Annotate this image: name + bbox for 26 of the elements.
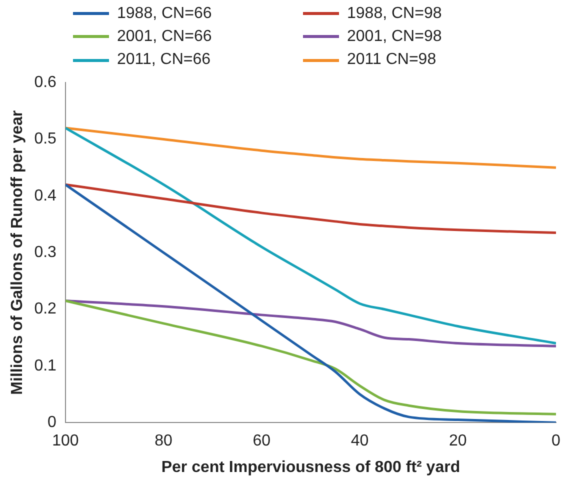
legend-label: 2011, CN=66 xyxy=(117,51,211,70)
line-series xyxy=(65,126,556,169)
x-tick-label: 80 xyxy=(154,432,173,450)
y-tick-label: 0.4 xyxy=(34,187,57,204)
line-series xyxy=(65,300,556,348)
x-tick-label: 20 xyxy=(448,432,467,450)
legend-label: 1988, CN=98 xyxy=(347,4,442,23)
line-series xyxy=(65,183,556,234)
line-series xyxy=(65,126,556,345)
x-tick-label: 40 xyxy=(350,432,369,450)
legend-label: 1988, CN=66 xyxy=(117,4,212,23)
y-tick-label: 0.6 xyxy=(34,74,57,92)
y-tick-label: 0 xyxy=(48,414,57,432)
x-axis-title: Per cent Imperviousness of 800 ft² yard xyxy=(161,458,460,476)
line-series xyxy=(65,300,556,416)
y-axis-title: Millions of Gallons of Runoff per year xyxy=(9,110,26,395)
legend-label: 2001, CN=98 xyxy=(347,28,442,46)
legend-label: 2001, CN=66 xyxy=(117,28,212,46)
y-tick-label: 0.1 xyxy=(34,357,57,374)
legend-label: 2011 CN=98 xyxy=(347,51,436,70)
x-tick-label: 100 xyxy=(52,432,79,450)
y-tick-label: 0.5 xyxy=(34,130,57,148)
x-tick-label: 60 xyxy=(252,432,271,450)
y-tick-label: 0.2 xyxy=(34,300,57,318)
x-tick-label: 0 xyxy=(552,432,561,450)
y-tick-label: 0.3 xyxy=(34,244,57,262)
